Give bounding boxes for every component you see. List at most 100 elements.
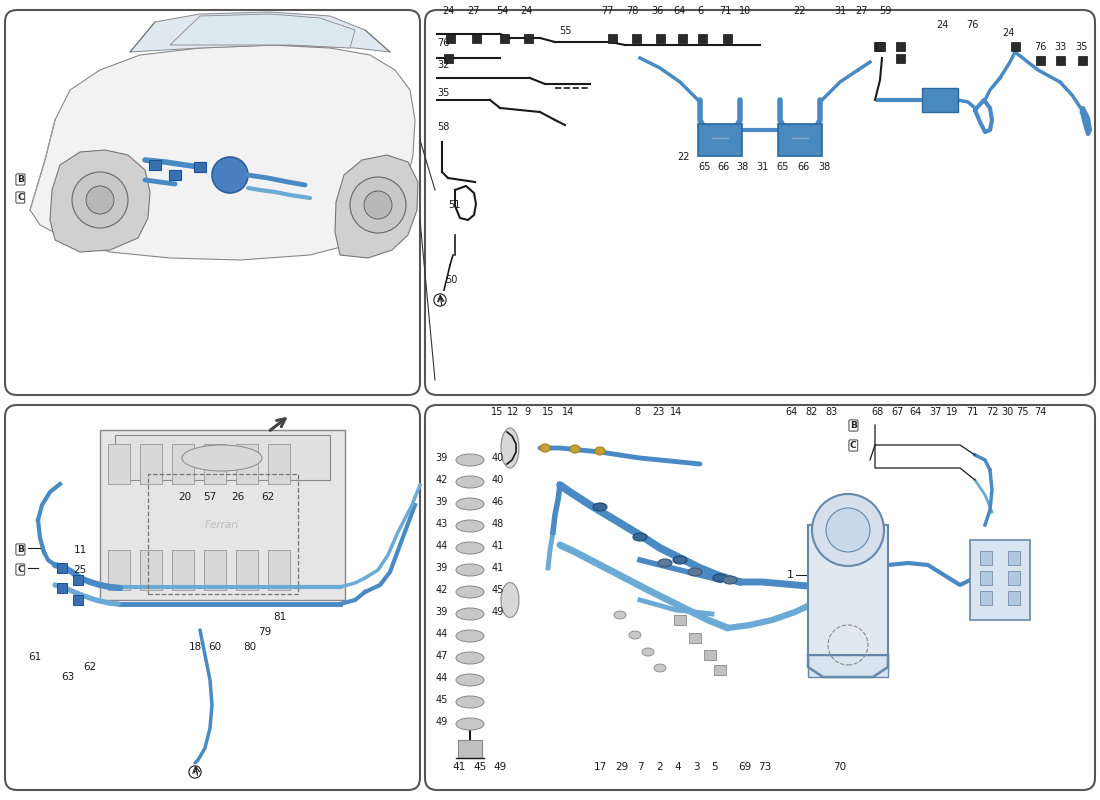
Ellipse shape — [456, 608, 484, 620]
Bar — [140, 550, 162, 590]
Circle shape — [812, 494, 884, 566]
Bar — [194, 162, 206, 172]
Text: 2: 2 — [657, 762, 663, 772]
Text: 41: 41 — [452, 762, 465, 772]
Text: 62: 62 — [262, 492, 275, 502]
Ellipse shape — [456, 718, 484, 730]
Text: 62: 62 — [84, 662, 97, 672]
Text: 44: 44 — [436, 541, 448, 551]
Text: 14: 14 — [670, 407, 682, 417]
Text: 45: 45 — [473, 762, 486, 772]
Ellipse shape — [713, 574, 727, 582]
Text: 7: 7 — [637, 762, 644, 772]
Text: 14: 14 — [562, 407, 574, 417]
Text: 31: 31 — [834, 6, 846, 16]
Text: 39: 39 — [436, 607, 448, 617]
Ellipse shape — [673, 556, 688, 564]
Text: 43: 43 — [436, 519, 448, 529]
Ellipse shape — [614, 611, 626, 619]
Text: 30: 30 — [1001, 407, 1013, 417]
Ellipse shape — [540, 444, 550, 452]
Ellipse shape — [182, 445, 262, 471]
Text: 36: 36 — [651, 6, 663, 16]
Bar — [236, 550, 258, 590]
Text: 44: 44 — [436, 673, 448, 683]
Bar — [895, 42, 904, 50]
Bar — [678, 34, 686, 42]
Circle shape — [72, 172, 128, 228]
Text: 23: 23 — [652, 407, 664, 417]
Bar — [472, 34, 481, 42]
Bar — [524, 34, 532, 42]
Text: 76: 76 — [437, 38, 450, 48]
Text: 60: 60 — [208, 642, 221, 652]
Bar — [808, 525, 888, 655]
Bar — [499, 34, 508, 42]
Circle shape — [212, 157, 248, 193]
Ellipse shape — [642, 648, 654, 656]
FancyBboxPatch shape — [425, 405, 1094, 790]
Text: 59: 59 — [879, 6, 891, 16]
Text: 22: 22 — [676, 152, 690, 162]
Text: 33: 33 — [1054, 42, 1066, 52]
Text: 75: 75 — [1015, 407, 1028, 417]
Bar — [140, 444, 162, 484]
Text: 24: 24 — [520, 6, 532, 16]
Text: 27: 27 — [468, 6, 481, 16]
Text: 4: 4 — [674, 762, 681, 772]
Bar — [57, 563, 67, 573]
Text: 44: 44 — [436, 629, 448, 639]
Text: 67: 67 — [892, 407, 904, 417]
Polygon shape — [170, 14, 355, 48]
Bar — [808, 655, 888, 677]
Text: 38: 38 — [736, 162, 748, 172]
Circle shape — [364, 191, 392, 219]
Bar — [1008, 571, 1020, 585]
Bar — [895, 54, 904, 62]
Text: 1: 1 — [786, 570, 793, 580]
Ellipse shape — [723, 576, 737, 584]
Bar — [970, 540, 1030, 620]
Text: 3: 3 — [693, 762, 700, 772]
Text: 72: 72 — [986, 407, 999, 417]
Text: 45: 45 — [492, 585, 505, 595]
Ellipse shape — [654, 664, 666, 672]
Bar — [980, 591, 992, 605]
Text: 61: 61 — [29, 652, 42, 662]
Text: B: B — [850, 421, 857, 430]
Bar — [73, 595, 82, 605]
Text: 71: 71 — [966, 407, 978, 417]
FancyBboxPatch shape — [6, 10, 420, 395]
Text: 76: 76 — [966, 20, 978, 30]
Text: 32: 32 — [437, 60, 450, 70]
Bar — [268, 550, 290, 590]
Bar — [704, 650, 716, 660]
Text: 71: 71 — [718, 6, 732, 16]
Text: 22: 22 — [794, 6, 806, 16]
Text: 5: 5 — [711, 762, 717, 772]
Bar — [674, 615, 686, 625]
Bar — [268, 444, 290, 484]
Text: 24: 24 — [442, 6, 454, 16]
Text: 48: 48 — [492, 519, 504, 529]
Text: 29: 29 — [615, 762, 628, 772]
Text: 63: 63 — [62, 672, 75, 682]
Text: 65: 65 — [698, 162, 712, 172]
Polygon shape — [30, 45, 415, 260]
Text: 8: 8 — [634, 407, 640, 417]
Ellipse shape — [456, 586, 484, 598]
Bar — [689, 633, 701, 643]
Text: 38: 38 — [818, 162, 830, 172]
Text: 82: 82 — [806, 407, 818, 417]
Text: 55: 55 — [559, 26, 571, 36]
Bar — [73, 575, 82, 585]
Bar — [1008, 591, 1020, 605]
Text: 6: 6 — [697, 6, 703, 16]
FancyBboxPatch shape — [425, 10, 1094, 395]
Bar — [922, 88, 958, 112]
Text: 40: 40 — [492, 453, 504, 463]
Text: 39: 39 — [436, 497, 448, 507]
Ellipse shape — [688, 568, 702, 576]
Text: 51: 51 — [448, 200, 461, 210]
Text: 26: 26 — [231, 492, 244, 502]
